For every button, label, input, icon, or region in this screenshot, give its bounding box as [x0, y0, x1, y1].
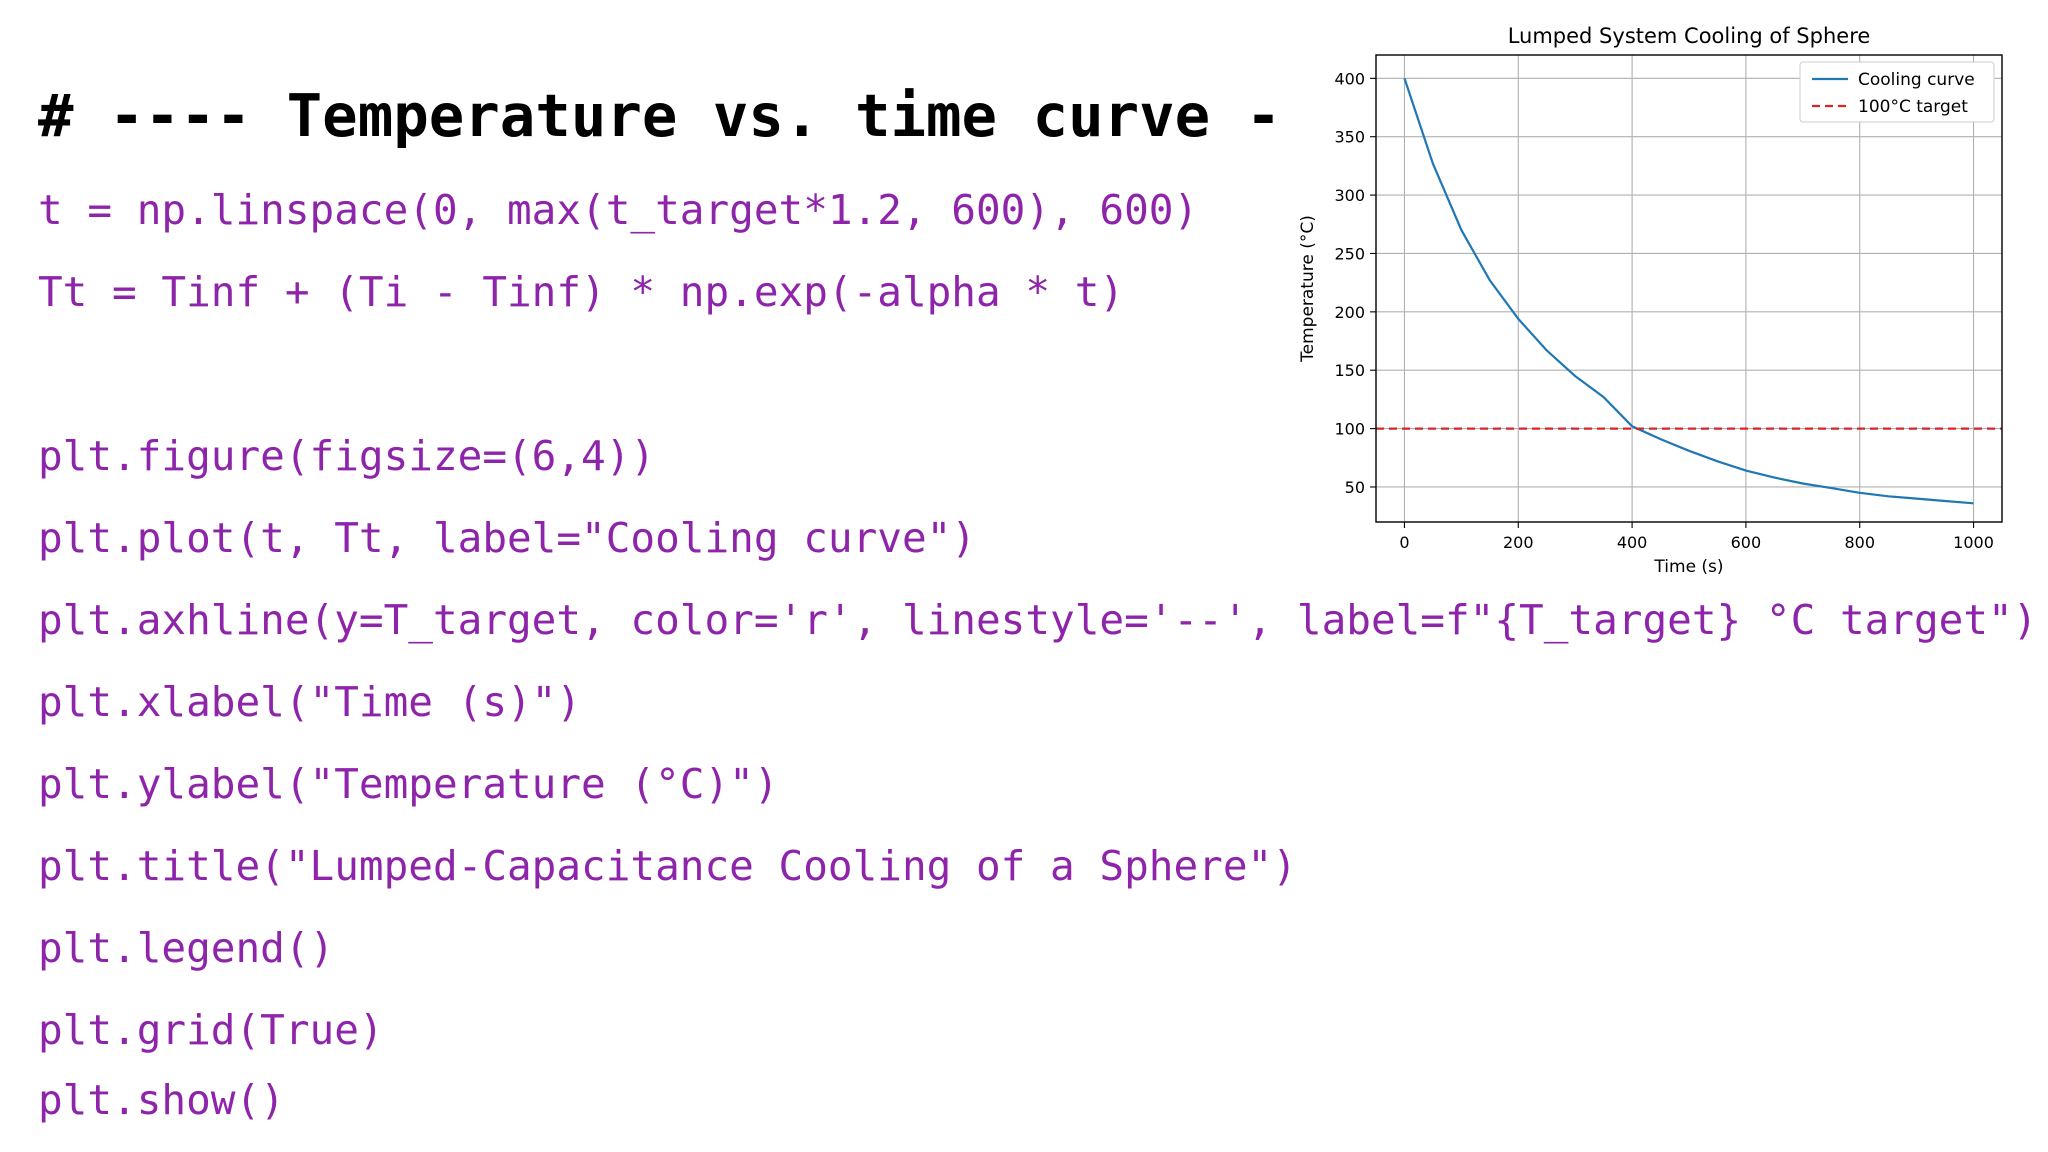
- x-tick-label: 1000: [1953, 533, 1994, 552]
- code-heading-comment: # ---- Temperature vs. time curve --: [38, 81, 1317, 150]
- code-line-legend: plt.legend(): [38, 924, 335, 972]
- cooling-curve-line: [1403, 78, 1974, 505]
- legend-box: [1799, 61, 1995, 123]
- y-tick-label: 250: [1334, 244, 1365, 263]
- chart-image: 0 200 400 600 800 1000 50 100 150 200 250 300 350 400…: [1280, 0, 2048, 600]
- code-line-grid: plt.grid(True): [38, 1006, 384, 1054]
- code-line-title: plt.title("Lumped-Capacitance Cooling of…: [38, 842, 1297, 890]
- chart-title: Lumped System Cooling of Sphere: [1508, 24, 1871, 48]
- code-line-show: plt.show(): [38, 1076, 285, 1124]
- series-layer: [1376, 78, 2002, 505]
- y-tick-label: 350: [1334, 128, 1365, 147]
- x-tick-label: 400: [1617, 533, 1648, 552]
- code-line-ylabel: plt.ylabel("Temperature (°C)"): [38, 760, 779, 808]
- y-tick-label: 150: [1334, 361, 1365, 380]
- y-tick-label: 50: [1345, 478, 1365, 497]
- y-tick-label: 300: [1334, 186, 1365, 205]
- plot-frame: [1375, 54, 2003, 523]
- chart-legend: Cooling curve 100°C target: [1799, 61, 1995, 123]
- x-tick-label: 0: [1399, 533, 1409, 552]
- code-line-axhline: plt.axhline(y=T_target, color='r', lines…: [38, 596, 2038, 644]
- code-line-temperature-formula: Tt = Tinf + (Ti - Tinf) * np.exp(-alpha …: [38, 268, 1125, 316]
- legend-label-cooling-curve: Cooling curve: [1858, 70, 1975, 90]
- y-tick-label: 100: [1334, 420, 1365, 439]
- code-line-plot: plt.plot(t, Tt, label="Cooling curve"): [38, 514, 976, 562]
- x-tick-label: 800: [1844, 533, 1875, 552]
- y-tick-label: 400: [1334, 69, 1365, 88]
- cooling-chart: 0 200 400 600 800 1000 50 100 150 200 250 300 350 400…: [1298, 24, 2003, 577]
- y-tick-label: 200: [1334, 303, 1365, 322]
- code-line-linspace: t = np.linspace(0, max(t_target*1.2, 600…: [38, 186, 1199, 234]
- x-tick-label: 600: [1731, 533, 1762, 552]
- code-line-figure: plt.figure(figsize=(6,4)): [38, 432, 656, 480]
- legend-label-target: 100°C target: [1858, 97, 1968, 117]
- code-line-xlabel: plt.xlabel("Time (s)"): [38, 678, 582, 726]
- y-axis-label: Temperature (°C): [1298, 215, 1318, 363]
- x-axis-label: Time (s): [1653, 557, 1723, 577]
- x-tick-label: 200: [1503, 533, 1534, 552]
- tick-layer: 0 200 400 600 800 1000 50 100 150 200 250 300 350 400: [1334, 69, 1993, 552]
